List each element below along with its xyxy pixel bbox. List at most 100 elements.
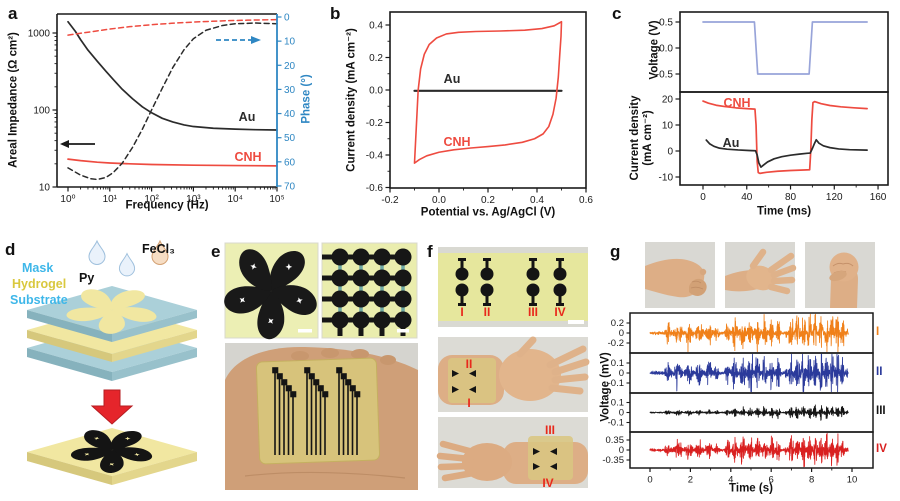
a-au-series-label: Au (238, 110, 256, 124)
svg-text:10¹: 10¹ (103, 194, 118, 205)
svg-text:70: 70 (284, 181, 296, 192)
right-arrow-icon (251, 36, 261, 44)
fabrication-schematic (27, 239, 197, 485)
svg-text:0: 0 (619, 368, 624, 379)
g-x-axis-label: Time (s) (729, 482, 773, 495)
svg-text:10: 10 (39, 183, 51, 194)
svg-text:-0.1: -0.1 (608, 378, 624, 389)
svg-text:160: 160 (870, 192, 887, 203)
fecl3-droplet-icon (151, 239, 169, 265)
svg-text:10³: 10³ (186, 194, 201, 205)
pulse-response-chart: 0.5 0.0 -0.5 20 10 0 -10 0 40 80 120 160 (656, 11, 889, 203)
panel-letter-b: b (330, 4, 341, 23)
arm2-bottom-label: IV (542, 476, 554, 490)
svg-text:0.5: 0.5 (659, 18, 673, 29)
svg-text:0.1: 0.1 (611, 358, 624, 369)
impedance-bode-chart: 10⁰ 10¹ 10² 10³ 10⁴ 10⁵ 10 100 1000 0 10 20 30 40 50 60… (28, 13, 296, 206)
hydrogel-label: Hydrogel (12, 277, 67, 291)
trace-label-3: III (876, 405, 886, 417)
mask-label: Mask (22, 261, 54, 275)
gesture-photo-wrist-flexion (645, 242, 715, 308)
svg-text:0: 0 (619, 445, 624, 456)
c-current-axis-label-line2: (mA cm⁻²) (642, 110, 654, 166)
svg-text:6: 6 (769, 475, 774, 486)
multichannel-electrode-lines (272, 367, 361, 455)
panel-letter-a: a (8, 4, 18, 23)
svg-text:10: 10 (284, 37, 296, 48)
svg-text:20: 20 (284, 61, 296, 72)
a-y-axis-label-right: Phase (°) (300, 74, 313, 124)
series-au-phase (67, 22, 278, 181)
svg-text:8: 8 (809, 475, 814, 486)
emg-placement-photos (436, 247, 590, 488)
svg-text:60: 60 (284, 157, 296, 168)
film-position-label-2: II (483, 305, 491, 319)
series-cnh-impedance (67, 158, 278, 167)
svg-text:0.0: 0.0 (659, 44, 673, 55)
svg-text:0.0: 0.0 (369, 86, 383, 97)
series-cnh-cv (413, 20, 563, 164)
svg-text:-0.4: -0.4 (366, 151, 384, 162)
hand-electrode-array-photo (225, 343, 418, 490)
arm1-bottom-label: I (467, 396, 471, 410)
c-voltage-axis-label: Voltage (V) (648, 20, 661, 80)
emg-trace-III (649, 404, 849, 421)
svg-text:-0.6: -0.6 (366, 183, 384, 194)
emg-trace-II (649, 353, 849, 393)
series-cnh-phase (67, 18, 278, 36)
svg-text:20: 20 (662, 95, 674, 106)
svg-text:10⁴: 10⁴ (227, 194, 242, 205)
emg-traces-chart: 0.20-0.20.10-0.10.10-0.10.350-0.350 2 4 6 8 1… (602, 312, 874, 486)
svg-text:0.1: 0.1 (611, 398, 624, 409)
svg-text:10⁵: 10⁵ (269, 194, 284, 205)
svg-text:-0.2: -0.2 (608, 338, 624, 349)
panel-letter-e: e (211, 242, 221, 261)
b-cnh-series-label: CNH (443, 135, 471, 149)
emg-trace-I (649, 313, 849, 353)
film-position-label-4: IV (554, 305, 566, 319)
svg-text:0: 0 (619, 408, 624, 419)
emg-trace-IV (649, 432, 849, 468)
svg-text:0.2: 0.2 (611, 318, 624, 329)
c-au-series-label: Au (722, 136, 740, 150)
svg-text:-10: -10 (659, 173, 674, 184)
svg-text:100: 100 (33, 106, 50, 117)
electrode-marks (452, 370, 476, 393)
flower-pattern-photo (220, 242, 320, 344)
svg-text:0.2: 0.2 (369, 53, 383, 64)
palm-skin (499, 349, 561, 401)
electrode-marks (533, 448, 557, 470)
mask-layer (27, 286, 197, 342)
svg-text:-0.35: -0.35 (602, 455, 624, 466)
c-x-axis-label: Time (ms) (756, 205, 812, 218)
svg-text:10²: 10² (144, 194, 159, 205)
trace-label-1: I (876, 326, 880, 338)
arm1-top-label: II (465, 357, 473, 371)
film-patch (448, 358, 496, 403)
patterning-demo-photos (220, 242, 418, 490)
svg-text:10⁰: 10⁰ (60, 194, 75, 205)
c-current-axis-label: Current density (mA cm⁻²) (629, 96, 655, 181)
svg-text:0.0: 0.0 (432, 195, 446, 206)
fecl3-label: FeCl₃ (142, 242, 175, 256)
svg-text:0.4: 0.4 (530, 195, 544, 206)
a-x-axis-label: Frequency (Hz) (125, 199, 209, 212)
svg-text:0.6: 0.6 (579, 195, 593, 206)
a-cnh-series-label: CNH (234, 150, 262, 164)
svg-text:-0.2: -0.2 (366, 118, 384, 129)
gesture-photo-fist (805, 242, 875, 308)
left-arrow-icon (60, 140, 69, 148)
svg-text:40: 40 (284, 109, 296, 120)
dot-array-electrodes (331, 248, 412, 329)
scale-bar (568, 320, 584, 324)
py-droplet-icon (88, 239, 136, 277)
svg-text:40: 40 (741, 192, 753, 203)
gesture-photo-open-palm (725, 242, 797, 308)
svg-text:0.2: 0.2 (481, 195, 495, 206)
panel-letter-c: c (612, 4, 622, 23)
film-position-label-3: III (527, 305, 539, 319)
panel-letter-f: f (427, 242, 433, 261)
svg-text:10: 10 (847, 475, 858, 486)
py-label: Py (79, 271, 95, 285)
